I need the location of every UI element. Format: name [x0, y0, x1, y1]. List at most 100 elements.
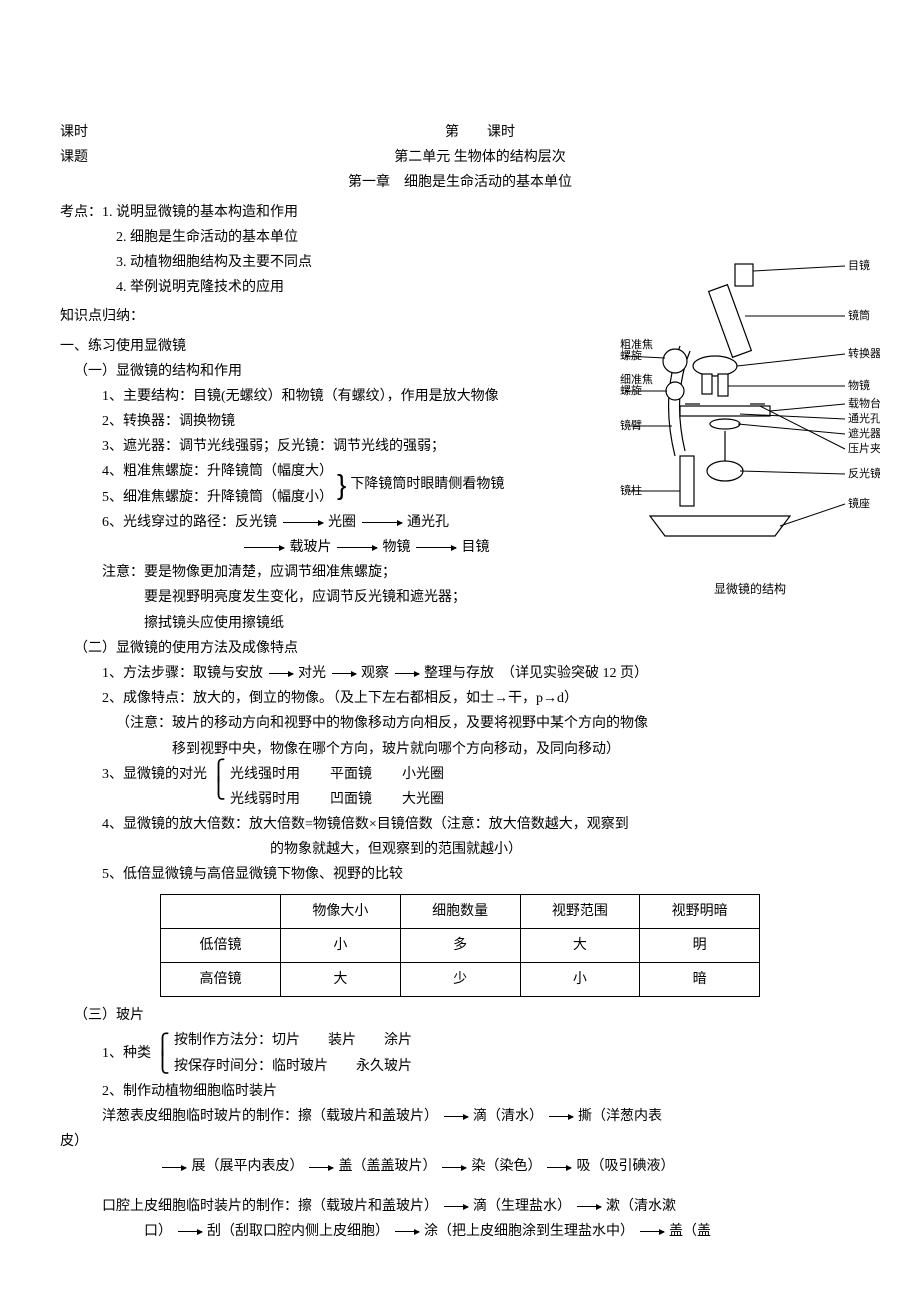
sub2-note2: 移到视野中央，物像在哪个方向，玻片就向哪个方向移动，及同向移动）	[60, 737, 860, 762]
sub3-p2c: 染（染色）	[472, 1159, 542, 1174]
arrow-icon	[416, 547, 456, 548]
sub2-i3-opt1c: 小光圈	[402, 762, 444, 787]
table-row: 高倍镜 大 少 小 暗	[161, 963, 760, 997]
table-cell: 明	[640, 928, 760, 962]
table-cell: 暗	[640, 963, 760, 997]
keshi-label: 课时	[60, 120, 100, 145]
table-header: 视野明暗	[640, 894, 760, 928]
brace-open-icon: ⎧⎩	[207, 762, 230, 812]
label-jingtong: 镜筒	[848, 308, 870, 322]
sub3-p4b: 刮（刮取口腔内侧上皮细胞）	[207, 1224, 389, 1239]
table-header-row: 物像大小 细胞数量 视野范围 视野明暗	[161, 894, 760, 928]
sub3-p2d: 吸（吸引碘液）	[577, 1159, 675, 1174]
kaodian-label: 考点：	[60, 205, 102, 220]
arrow-icon	[444, 1206, 468, 1207]
microscope-diagram: 目镜 镜筒 转换器 物镜 载物台 通光孔 遮光器 压片夹 反光镜	[620, 256, 880, 601]
arrow-icon	[162, 1167, 186, 1168]
arrow-icon	[309, 1167, 333, 1168]
arrow-icon	[549, 1116, 573, 1117]
label-jingzhu: 镜柱	[620, 483, 642, 497]
sub3-p1b: 滴（清水）	[473, 1109, 543, 1124]
sub3-i1-opt1: 按制作方法分：切片 装片 涂片	[174, 1028, 412, 1053]
table-header: 物像大小	[281, 894, 401, 928]
sub3-p1c: 撕（洋葱内表	[578, 1109, 662, 1124]
sub2-title: （二）显微镜的使用方法及成像特点	[60, 636, 860, 661]
sub2-i4b: 的物象就越大，但观察到的范围就越小）	[60, 837, 860, 862]
arrow-icon	[640, 1231, 664, 1232]
sub3-p3c: 漱（清水漱	[606, 1199, 676, 1214]
keti-value: 第二单元 生物体的结构层次	[100, 145, 860, 170]
diagram-caption: 显微镜的结构	[620, 579, 880, 601]
sub1-item6f: 目镜	[462, 540, 490, 555]
kaodian-item-1: 1. 说明显微镜的基本构造和作用	[102, 205, 298, 220]
label-wujing: 物镜	[848, 378, 870, 392]
sub1-item6b: 光圈	[328, 515, 356, 530]
note-label: 注意：	[102, 565, 144, 580]
label-fanguangjing: 反光镜	[848, 466, 880, 480]
table-cell: 低倍镜	[161, 928, 281, 962]
keti-label: 课题	[60, 145, 100, 170]
arrow-icon	[577, 1206, 601, 1207]
sub3-i1-opt2: 按保存时间分：临时玻片 永久玻片	[174, 1054, 412, 1079]
sub3-i2: 2、制作动植物细胞临时装片	[60, 1079, 860, 1104]
brace-icon: }	[337, 471, 346, 499]
label-zheguangqi: 遮光器	[848, 426, 880, 440]
label-jingbi: 镜臂	[620, 418, 642, 432]
sub3-p4a: 口）	[144, 1224, 172, 1239]
note1: 要是物像更加清楚，应调节细准焦螺旋；	[144, 565, 396, 580]
sub3-p2a: 展（展平内表皮）	[192, 1159, 304, 1174]
label-zhuanhuanqi: 转换器	[848, 346, 880, 360]
sub3-p2b: 盖（盖盖玻片）	[339, 1159, 437, 1174]
arrow-icon	[362, 522, 402, 523]
table-cell: 大	[281, 963, 401, 997]
brace-open-icon: ⎧⎩	[151, 1036, 174, 1072]
arrow-icon	[395, 673, 419, 674]
sub1-item4a: 4、粗准焦螺旋：升降镜筒（幅度大）	[102, 459, 333, 484]
arrow-icon	[178, 1231, 202, 1232]
arrow-icon	[269, 673, 293, 674]
subtitle: 第一章 细胞是生命活动的基本单位	[60, 170, 860, 195]
keshi-value: 第 课时	[100, 120, 860, 145]
label-cuzhunjiao: 粗准焦螺旋	[620, 338, 653, 362]
sub2-i5: 5、低倍显微镜与高倍显微镜下物像、视野的比较	[60, 862, 860, 887]
sub1-item4b: 5、细准焦螺旋：升降镜筒（幅度小）	[102, 485, 333, 510]
sub2-i1b: 对光	[298, 666, 326, 681]
label-jingzuo: 镜座	[848, 496, 870, 510]
sub2-i3-opt2b: 凹面镜	[330, 787, 372, 812]
sub3-p3a: 口腔上皮细胞临时装片的制作：擦（载玻片和盖玻片）	[102, 1199, 438, 1214]
table-cell: 小	[281, 928, 401, 962]
sub3-title: （三）玻片	[60, 1003, 860, 1028]
sub2-i4a: 4、显微镜的放大倍数：放大倍数=物镜倍数×目镜倍数（注意：放大倍数越大，观察到	[60, 812, 860, 837]
arrow-icon	[337, 547, 377, 548]
table-cell: 少	[400, 963, 520, 997]
table-header	[161, 894, 281, 928]
arrow-icon	[244, 547, 284, 548]
sub2-i3-opt2c: 大光圈	[402, 787, 444, 812]
table-header: 细胞数量	[400, 894, 520, 928]
sub3-p3b: 滴（生理盐水）	[473, 1199, 571, 1214]
arrow-icon	[332, 673, 356, 674]
label-zaiwutai: 载物台	[848, 396, 880, 410]
sub1-item6c: 通光孔	[407, 515, 449, 530]
label-xizhunjiao: 细准焦螺旋	[620, 373, 653, 397]
sub3-i1-label: 1、种类	[60, 1041, 151, 1066]
sub1-item4-right: 下降镜筒时眼睛侧看物镜	[350, 472, 504, 497]
sub2-i2: 2、成像特点：放大的，倒立的物像。（及上下左右都相反，如士→干，p→d）	[60, 686, 860, 711]
table-cell: 大	[520, 928, 640, 962]
sub2-note1: （注意：玻片的移动方向和视野中的物像移动方向相反，及要将视野中某个方向的物像	[60, 711, 860, 736]
arrow-icon	[395, 1231, 419, 1232]
sub3-p1d: 皮）	[60, 1129, 860, 1154]
table-cell: 多	[400, 928, 520, 962]
sub2-i3-opt1b: 平面镜	[330, 762, 372, 787]
sub1-item6e: 物镜	[383, 540, 411, 555]
arrow-icon	[283, 522, 323, 523]
label-tongguangkong: 通光孔	[848, 411, 880, 425]
sub2-i3-label: 3、显微镜的对光	[60, 762, 207, 812]
table-cell: 小	[520, 963, 640, 997]
sub2-i1d: 整理与存放 （详见实验突破 12 页）	[424, 666, 648, 681]
sub2-i1a: 1、方法步骤：取镜与安放	[102, 666, 263, 681]
arrow-icon	[547, 1167, 571, 1168]
label-mujing: 目镜	[848, 258, 870, 272]
sub1-item6a: 6、光线穿过的路径：反光镜	[102, 515, 277, 530]
arrow-icon	[442, 1167, 466, 1168]
